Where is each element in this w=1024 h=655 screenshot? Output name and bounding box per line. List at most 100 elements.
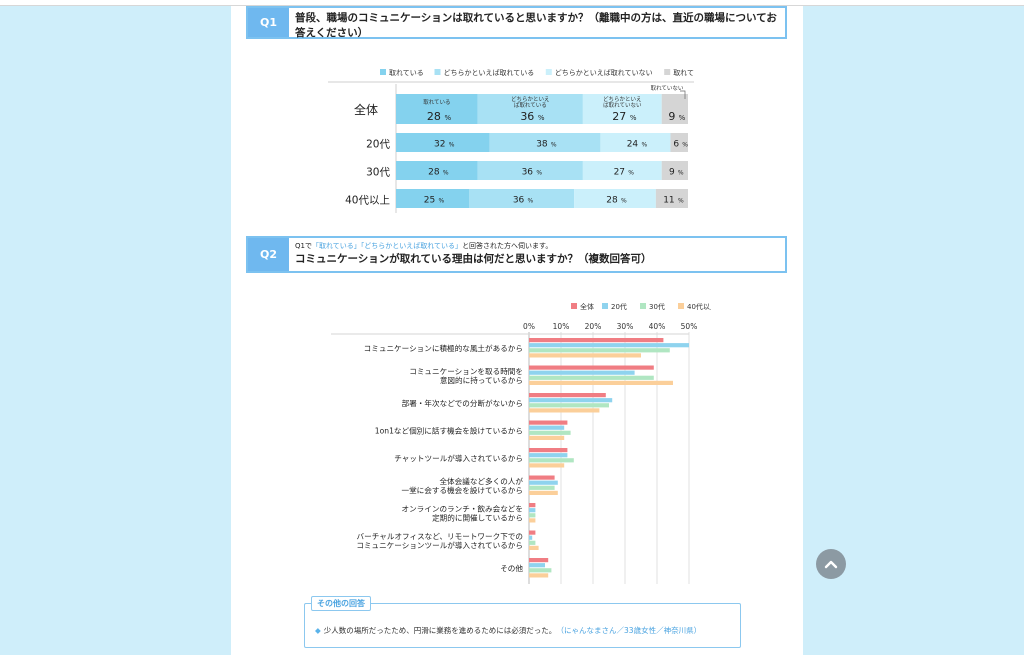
bar-2-3	[529, 408, 600, 413]
category-label-1-0: コミュニケーションを取る時間を	[409, 367, 523, 376]
percent-sign-0-0: %	[444, 114, 451, 122]
bar-3-0	[529, 420, 568, 425]
bar-8-0	[529, 558, 549, 563]
bar-segment-2-3	[661, 161, 688, 180]
bar-3-3	[529, 435, 565, 440]
percent-sign-0-3: %	[679, 114, 686, 122]
bar-6-1	[529, 508, 536, 513]
other-answers-box: その他の回答 ◆ 少人数の場所だったため、円滑に業務を進めるためには必須だった。（…	[304, 596, 741, 648]
value-label-3-3: 11	[663, 196, 674, 206]
bar-8-3	[529, 573, 549, 578]
bar-segment-3-2	[574, 189, 656, 208]
q2-grouped-bar-chart: 全体 20代 30代 40代以上 0% 10% 20% 30% 40% 50% コミュニケーションに…	[331, 302, 711, 584]
percent-sign-1-1: %	[551, 142, 557, 149]
bar-7-3	[529, 545, 539, 550]
legend-label-2: 30代	[649, 302, 665, 311]
question-1-box: Q1 普段、職場のコミュニケーションは取れていると思いますか？（離職中の方は、直…	[246, 6, 787, 39]
percent-sign-2-1: %	[536, 170, 542, 177]
bar-segment-2-0	[396, 161, 478, 180]
browser-top-bar	[0, 0, 1024, 6]
percent-sign-3-3: %	[678, 198, 684, 205]
percent-sign-3-1: %	[528, 198, 534, 205]
bar-5-0	[529, 475, 555, 480]
bar-segment-1-1	[489, 133, 601, 152]
category-label-0-0: コミュニケーションに積極的な風土があるから	[364, 343, 523, 353]
value-label-0-0: 28	[427, 110, 441, 123]
value-label-1-1: 38	[536, 140, 548, 150]
bar-1-1	[529, 370, 635, 375]
category-label-2: 30代	[366, 167, 390, 179]
bar-5-2	[529, 485, 555, 490]
bar-1-2	[529, 375, 654, 380]
question-2-subtext: Q1で「取れている」「どちらかといえば取れている」と回答された方へ伺います。	[295, 241, 651, 252]
percent-sign-3-0: %	[439, 198, 445, 205]
bar-7-0	[529, 530, 536, 535]
inbar-label-0-0: 取れている	[423, 99, 450, 106]
category-label-5-1: 一堂に会する機会を設けているから	[402, 485, 524, 495]
question-2-sub-post: と回答された方へ伺います。	[462, 242, 553, 250]
category-label-8-0: その他	[500, 563, 523, 573]
percent-sign-1-2: %	[641, 142, 647, 149]
category-label-3-0: 1on1など個別に話す機会を設けているから	[375, 426, 523, 436]
other-answer-text: 少人数の場所だったため、円滑に業務を進めるためには必須だった。	[323, 626, 557, 635]
value-label-3-2: 28	[606, 196, 618, 206]
percent-sign-2-2: %	[628, 170, 634, 177]
legend-swatch-3	[664, 69, 671, 75]
bar-6-2	[529, 513, 536, 518]
bar-4-0	[529, 448, 568, 453]
value-label-1-3: 6	[673, 140, 679, 150]
category-label-7-1: コミュニケーションツールが導入されているから	[356, 540, 523, 550]
bar-4-2	[529, 458, 574, 463]
bar-segment-2-2	[582, 161, 662, 180]
scroll-to-top-button[interactable]	[816, 549, 846, 579]
question-2-title: コミュニケーションが取れている理由は何だと思いますか？（複数回答可）	[295, 253, 652, 265]
value-label-2-3: 9	[669, 168, 675, 178]
bar-segment-3-3	[655, 189, 688, 208]
bar-2-0	[529, 393, 606, 398]
bar-segment-0-1	[477, 94, 583, 124]
diamond-bullet-icon: ◆	[315, 626, 321, 635]
bar-segment-0-3	[661, 94, 688, 124]
category-label-6-0: オンラインのランチ・飲み会などを	[402, 504, 524, 514]
value-label-0-2: 27	[612, 110, 626, 123]
q1-stacked-bar-chart: 取れているどちらかといえば取れているどちらかといえば取れていない取れていない全体…	[328, 68, 694, 213]
bar-segment-1-2	[600, 133, 671, 152]
bar-2-2	[529, 403, 609, 408]
category-label-2-0: 部署・年次などでの分断がないから	[402, 398, 523, 408]
question-1-line-2: 答えください）	[295, 27, 369, 39]
value-label-2-1: 36	[522, 168, 534, 178]
category-label-4-0: チャットツールが導入されているから	[394, 453, 523, 463]
bar-1-3	[529, 380, 673, 385]
legend-label-0: 全体	[580, 302, 594, 311]
question-2-text: Q1で「取れている」「どちらかといえば取れている」と回答された方へ伺います。 コ…	[289, 238, 657, 271]
value-label-1-0: 32	[434, 140, 445, 150]
x-tick-label-5: 50%	[681, 322, 698, 331]
legend-swatch-0	[380, 69, 386, 75]
value-label-3-1: 36	[513, 196, 525, 206]
bar-segment-0-0	[396, 94, 478, 124]
bar-4-3	[529, 463, 565, 468]
bar-segment-3-0	[396, 189, 469, 208]
bar-6-3	[529, 518, 536, 523]
legend-swatch-2	[545, 69, 552, 75]
value-label-3-0: 25	[424, 196, 435, 206]
callout-line	[680, 90, 686, 99]
bar-5-1	[529, 480, 558, 485]
bar-segment-3-1	[469, 189, 575, 208]
bar-1-0	[529, 365, 654, 370]
category-label-1-1: 意図的に持っているから	[440, 375, 523, 385]
bar-3-2	[529, 430, 571, 435]
bar-0-2	[529, 348, 670, 353]
legend-swatch-1	[434, 69, 441, 75]
legend-label-3: 40代以上	[687, 302, 711, 311]
bar-4-1	[529, 453, 568, 458]
category-label-6-1: 定期的に開催しているから	[432, 513, 523, 523]
value-label-0-1: 36	[520, 110, 534, 123]
legend-label-0: 取れている	[389, 69, 424, 77]
legend-label-2: どちらかといえば取れていない	[555, 68, 653, 77]
inbar-label-1-1: ば取れている	[514, 101, 547, 109]
x-tick-label-3: 30%	[617, 322, 634, 331]
inbar-label-3-callout: 取れていない	[651, 85, 684, 92]
percent-sign-3-2: %	[621, 198, 627, 205]
legend-label-1: 20代	[611, 302, 627, 311]
